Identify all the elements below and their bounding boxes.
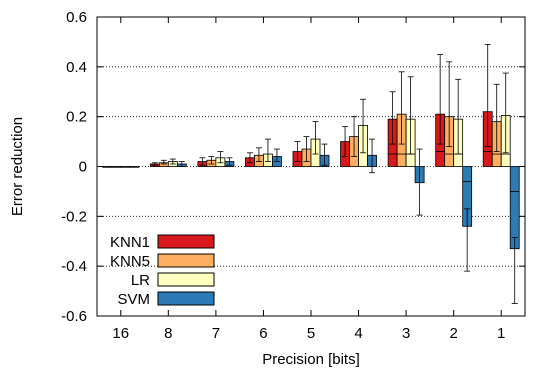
y-tick-label: -0.6: [61, 308, 87, 325]
axis-ticks: -0.6 -0.4 -0.2 0 0.2 0.4 0.6 16 8 7 6 5 4 3 2 1: [61, 9, 525, 342]
bar-lr-16: [120, 166, 131, 168]
bar-series: [102, 111, 520, 250]
y-tick-label: 0: [79, 159, 87, 176]
x-tick-label: 5: [307, 325, 315, 342]
y-tick-label: 0.4: [66, 59, 87, 76]
x-tick-label: 8: [164, 325, 172, 342]
x-tick-label: 4: [354, 325, 362, 342]
legend-swatch-lr: [157, 272, 215, 287]
y-axis-title: Error reduction: [9, 117, 26, 216]
y-tick-label: -0.4: [61, 258, 87, 275]
bar-knn1-16: [102, 166, 113, 168]
legend-swatch-knn1: [157, 234, 215, 249]
y-tick-label: 0.6: [66, 9, 87, 26]
legend-label-knn1: KNN1: [110, 234, 150, 251]
bar-svm-16: [129, 166, 140, 168]
x-tick-label: 7: [212, 325, 220, 342]
x-tick-label: 16: [112, 325, 129, 342]
legend-swatch-knn5: [157, 253, 215, 268]
x-tick-label: 6: [259, 325, 267, 342]
legend-label-svm: SVM: [117, 291, 150, 308]
error-bars: [151, 44, 518, 304]
legend-label-lr: LR: [131, 272, 150, 289]
x-tick-label: 2: [449, 325, 457, 342]
x-axis-title: Precision [bits]: [262, 351, 360, 368]
x-tick-label: 1: [497, 325, 505, 342]
legend-label-knn5: KNN5: [110, 253, 150, 270]
legend-swatch-svm: [157, 291, 215, 306]
y-tick-label: 0.2: [66, 109, 87, 126]
y-tick-label: -0.2: [61, 208, 87, 225]
x-tick-label: 3: [402, 325, 410, 342]
bar-knn5-16: [111, 166, 122, 168]
bar-svm-1: [509, 166, 520, 250]
legend: KNN1 KNN5 LR SVM: [110, 234, 215, 308]
